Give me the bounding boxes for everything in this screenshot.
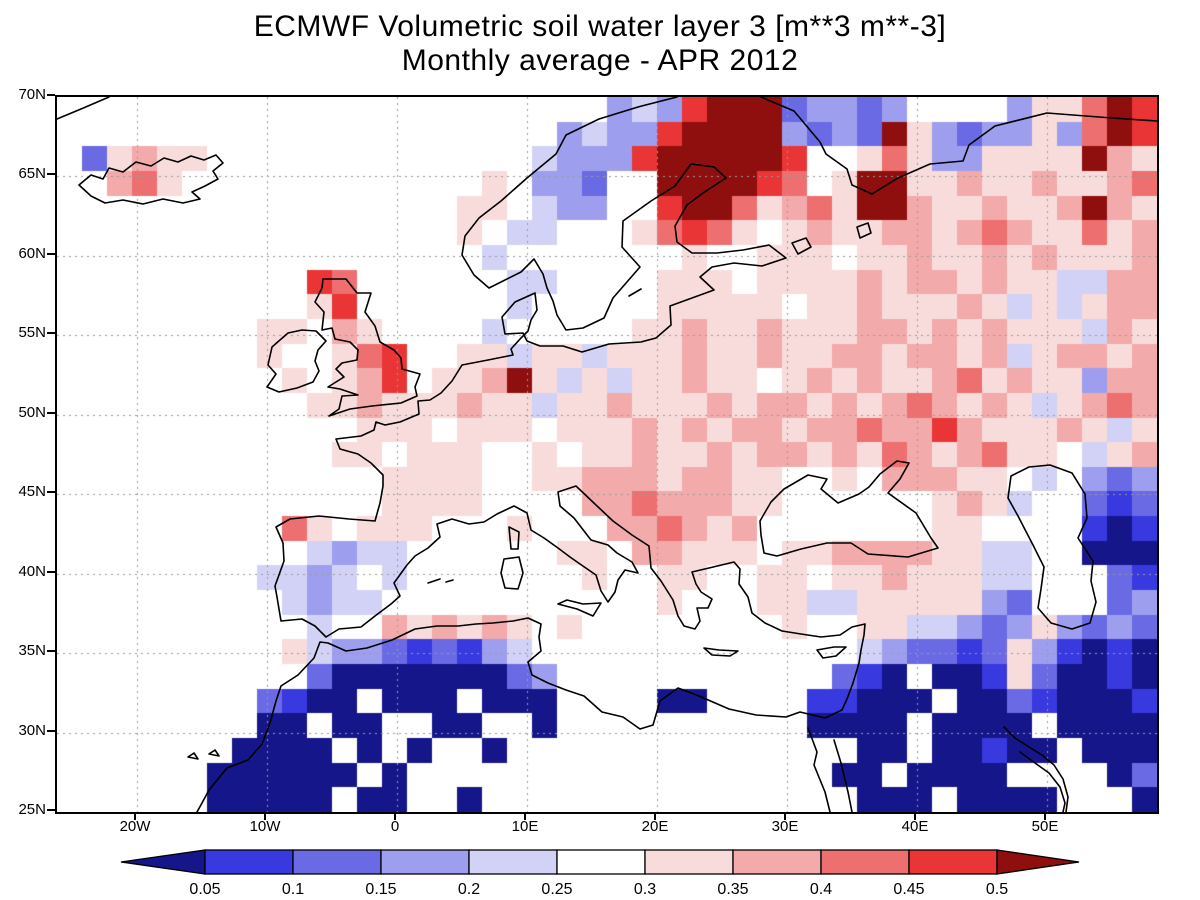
coastline-ireland	[266, 329, 327, 393]
lon-tick-label: 30E	[771, 818, 799, 835]
lon-tick-label: 10E	[511, 818, 539, 835]
coastline-balearics	[427, 578, 454, 584]
colorbar-left-arrow	[120, 849, 206, 875]
coastline-lake-onega	[856, 222, 872, 239]
map-plot	[55, 95, 1159, 814]
chart-title: ECMWF Volumetric soil water layer 3 [m**…	[0, 10, 1200, 78]
colorbar-label: 0.25	[541, 881, 572, 898]
lat-tick-mark	[47, 332, 55, 335]
colorbar-label: 0.05	[189, 881, 220, 898]
colorbar: 0.05 0.1 0.15 0.2 0.25 0.3 0.35 0.4 0.45 0.5	[119, 848, 1081, 900]
lat-tick-label: 25N	[18, 801, 46, 818]
lat-tick-label: 35N	[18, 642, 46, 660]
lat-tick-mark	[47, 173, 55, 176]
coastline-great-britain	[314, 278, 421, 417]
coastline-persian-gulf	[1003, 726, 1069, 812]
colorbar-box	[820, 849, 910, 875]
colorbar-box	[380, 849, 470, 875]
lat-tick-label: 45N	[18, 483, 46, 501]
lat-tick-label: 30N	[18, 721, 46, 739]
colorbar-label: 0.2	[458, 881, 480, 898]
coastline-sicily	[557, 599, 602, 617]
lat-tick-label: 70N	[18, 86, 46, 103]
lon-tick-label: 20E	[641, 818, 669, 835]
lat-tick-mark	[47, 252, 55, 255]
lon-tick-label: 40E	[901, 818, 929, 835]
coastline-corsica	[508, 526, 520, 550]
colorbar-box	[732, 849, 822, 875]
lon-tick-label: 20W	[119, 818, 151, 835]
lat-tick-mark	[47, 650, 55, 653]
colorbar-svg: 0.05 0.1 0.15 0.2 0.25 0.3 0.35 0.4 0.45 0.5	[120, 849, 1080, 898]
lat-tick-label: 60N	[18, 244, 46, 262]
coastline-crete	[703, 647, 739, 657]
colorbar-box	[292, 849, 382, 875]
coastline-caspian-sea	[1007, 464, 1097, 630]
coastline-sardinia	[500, 556, 524, 590]
colorbar-label: 0.35	[717, 881, 748, 898]
colorbar-label: 0.1	[282, 881, 304, 898]
chart-title-line2: Monthly average - APR 2012	[401, 44, 799, 77]
coastline-gotland	[628, 288, 642, 297]
lon-tick-mark	[524, 812, 526, 820]
lat-tick-mark	[47, 570, 55, 573]
coastline-black-sea	[759, 460, 939, 558]
coastline-iceland	[78, 154, 224, 205]
lon-tick-mark	[654, 812, 656, 820]
lat-tick-label: 40N	[18, 562, 46, 580]
lat-tick-mark	[47, 491, 55, 494]
colorbar-right-arrow	[996, 849, 1080, 875]
lat-tick-mark	[47, 729, 55, 732]
colorbar-label: 0.15	[365, 881, 396, 898]
lat-tick-mark	[47, 94, 55, 96]
lat-tick-mark	[47, 411, 55, 414]
lat-tick-label: 55N	[18, 324, 46, 342]
coastline-cyprus	[816, 646, 847, 659]
map-canvas	[57, 97, 1157, 812]
lon-tick-mark	[914, 812, 916, 820]
lon-tick-label: 0	[390, 818, 400, 835]
colorbar-label: 0.3	[634, 881, 656, 898]
colorbar-label: 0.4	[810, 881, 832, 898]
lon-tick-label: 50E	[1031, 818, 1059, 835]
coastline-canary-islands	[187, 749, 220, 760]
lat-tick-label: 65N	[18, 165, 46, 183]
coastline-greenland-corner	[57, 97, 110, 120]
lon-tick-mark	[264, 812, 266, 820]
coastline-red-sea	[807, 727, 853, 812]
colorbar-box	[556, 849, 646, 875]
colorbar-box	[204, 849, 294, 875]
lon-tick-mark	[1044, 812, 1046, 820]
colorbar-box	[644, 849, 734, 875]
lon-tick-mark	[784, 812, 786, 820]
colorbar-box	[468, 849, 558, 875]
lat-tick-label: 50N	[18, 403, 46, 421]
colorbar-label: 0.5	[986, 881, 1008, 898]
coastline-lake-ladoga	[791, 237, 812, 255]
lon-tick-mark	[394, 812, 396, 820]
lat-tick-mark	[47, 809, 55, 811]
colorbar-box	[908, 849, 998, 875]
colorbar-label: 0.45	[893, 881, 924, 898]
coastlines-overlay	[57, 97, 1157, 812]
coastline-arctic-russia	[760, 97, 1157, 195]
coastline-mainland	[196, 97, 866, 812]
chart-title-line1: ECMWF Volumetric soil water layer 3 [m**…	[253, 10, 947, 43]
lon-tick-label: 10W	[249, 818, 281, 835]
lon-tick-mark	[134, 812, 136, 820]
